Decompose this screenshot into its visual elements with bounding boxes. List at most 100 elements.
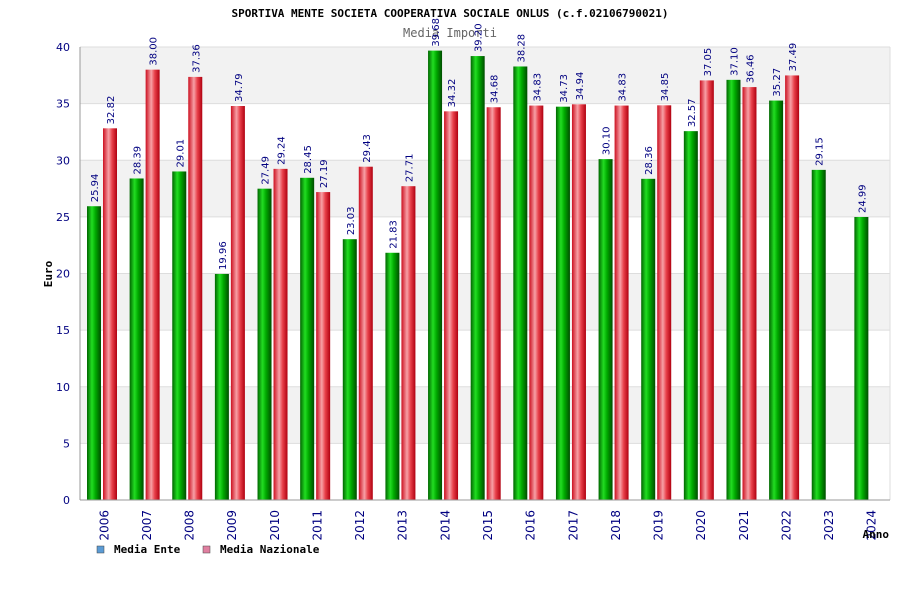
x-tick-label: 2015 bbox=[481, 510, 495, 541]
value-label: 32.82 bbox=[106, 96, 117, 125]
value-label: 34.83 bbox=[618, 73, 629, 102]
value-label: 39.68 bbox=[431, 18, 442, 47]
value-label: 27.71 bbox=[404, 154, 415, 183]
value-label: 19.96 bbox=[218, 241, 229, 270]
bar-media-ente bbox=[385, 252, 400, 500]
x-tick-label: 2007 bbox=[140, 510, 154, 541]
value-label: 34.94 bbox=[575, 72, 586, 101]
bar-media-nazionale bbox=[401, 186, 416, 500]
y-tick-label: 5 bbox=[63, 437, 70, 450]
bar-media-ente bbox=[257, 188, 272, 500]
value-label: 37.36 bbox=[191, 44, 202, 73]
legend-label-media-ente: Media Ente bbox=[114, 543, 181, 556]
y-tick-label: 10 bbox=[56, 381, 70, 394]
y-tick-label: 35 bbox=[56, 98, 70, 111]
bar-media-ente bbox=[598, 159, 613, 500]
value-label: 39.20 bbox=[474, 23, 485, 52]
x-tick-label: 2008 bbox=[183, 510, 197, 541]
value-label: 34.83 bbox=[532, 73, 543, 102]
bar-media-ente bbox=[555, 106, 570, 501]
bar-media-nazionale bbox=[529, 105, 544, 501]
value-label: 21.83 bbox=[388, 220, 399, 249]
value-label: 32.57 bbox=[687, 99, 698, 128]
value-label: 37.49 bbox=[788, 43, 799, 72]
bar-media-ente bbox=[513, 66, 528, 500]
x-tick-label: 2023 bbox=[822, 510, 836, 541]
x-tick-label: 2020 bbox=[694, 510, 708, 541]
y-tick-label: 40 bbox=[56, 41, 70, 54]
bar-media-nazionale bbox=[358, 166, 373, 500]
bar-media-nazionale bbox=[486, 107, 501, 501]
value-label: 23.03 bbox=[346, 207, 357, 236]
value-label: 36.46 bbox=[745, 54, 756, 83]
bar-media-nazionale bbox=[444, 111, 459, 501]
chart-title: SPORTIVA MENTE SOCIETA COOPERATIVA SOCIA… bbox=[231, 7, 668, 20]
value-label: 28.36 bbox=[644, 146, 655, 175]
value-label: 28.39 bbox=[133, 146, 144, 175]
value-label: 24.99 bbox=[857, 184, 868, 213]
x-tick-label: 2024 bbox=[865, 510, 879, 541]
x-tick-label: 2016 bbox=[524, 510, 538, 541]
bar-media-ente bbox=[470, 56, 485, 501]
value-label: 35.27 bbox=[772, 68, 783, 97]
bar-media-ente bbox=[854, 216, 869, 500]
y-axis-label: Euro bbox=[42, 260, 55, 287]
value-label: 34.68 bbox=[490, 75, 501, 104]
value-label: 27.19 bbox=[319, 159, 330, 188]
value-label: 38.28 bbox=[516, 34, 527, 63]
value-label: 29.43 bbox=[362, 134, 373, 163]
y-tick-label: 30 bbox=[56, 154, 70, 167]
x-axis: 2006 2007 2008 2009 2010 2011 2012 2013 2014 2015… bbox=[80, 499, 890, 541]
bar-media-nazionale bbox=[188, 76, 203, 500]
bar-media-nazionale bbox=[785, 75, 800, 500]
bar-media-nazionale bbox=[742, 87, 757, 500]
legend-label-media-nazionale: Media Nazionale bbox=[220, 543, 320, 556]
bar-media-ente bbox=[300, 177, 315, 500]
value-label: 38.00 bbox=[149, 37, 160, 66]
x-tick-label: 2022 bbox=[779, 510, 793, 541]
legend-swatch-media-ente bbox=[96, 545, 105, 554]
y-tick-label: 0 bbox=[63, 494, 70, 507]
x-tick-label: 2011 bbox=[310, 510, 324, 541]
bar-media-nazionale bbox=[614, 105, 629, 501]
x-tick-label: 2018 bbox=[609, 510, 623, 541]
bar-media-ente bbox=[172, 171, 187, 501]
value-label: 37.10 bbox=[729, 47, 740, 76]
x-axis-label: Anno bbox=[863, 528, 890, 541]
bar-media-ente bbox=[428, 50, 443, 501]
x-tick-label: 2019 bbox=[652, 510, 666, 541]
chart-subtitle: Media Importi bbox=[403, 26, 497, 40]
bar-media-nazionale bbox=[657, 105, 672, 500]
bar-media-ente bbox=[641, 178, 656, 500]
bar-media-ente bbox=[769, 100, 784, 500]
x-tick-label: 2006 bbox=[97, 510, 111, 541]
value-label: 29.01 bbox=[175, 139, 186, 168]
bar-media-nazionale bbox=[273, 168, 288, 500]
bar-media-nazionale bbox=[316, 192, 331, 501]
value-label: 29.15 bbox=[815, 137, 826, 166]
value-label: 37.05 bbox=[703, 48, 714, 77]
y-tick-label: 25 bbox=[56, 211, 70, 224]
x-tick-label: 2014 bbox=[438, 510, 452, 541]
legend: Media Ente Media Nazionale bbox=[96, 543, 320, 556]
x-tick-label: 2017 bbox=[566, 510, 580, 541]
value-label: 34.73 bbox=[559, 74, 570, 103]
y-axis: 0 5 10 15 20 25 30 35 40 bbox=[56, 41, 81, 507]
legend-swatch-media-nazionale bbox=[202, 545, 211, 554]
bar-media-ente bbox=[726, 79, 741, 500]
value-label: 29.24 bbox=[277, 136, 288, 165]
bar-media-ente bbox=[342, 239, 357, 501]
bar-media-ente bbox=[214, 273, 229, 500]
x-tick-label: 2010 bbox=[268, 510, 282, 541]
value-label: 28.45 bbox=[303, 145, 314, 174]
value-label: 27.49 bbox=[261, 156, 272, 185]
value-label: 34.32 bbox=[447, 79, 458, 108]
bar-media-nazionale bbox=[145, 69, 160, 501]
bars-layer bbox=[87, 50, 869, 501]
x-tick-label: 2012 bbox=[353, 510, 367, 541]
bar-media-ente bbox=[811, 169, 826, 500]
bar-media-ente bbox=[87, 206, 101, 501]
bar-media-ente bbox=[129, 178, 144, 500]
value-labels-layer: 25.94 28.39 29.01 19.96 27.49 28.45 23.03 21.83… bbox=[90, 18, 868, 270]
